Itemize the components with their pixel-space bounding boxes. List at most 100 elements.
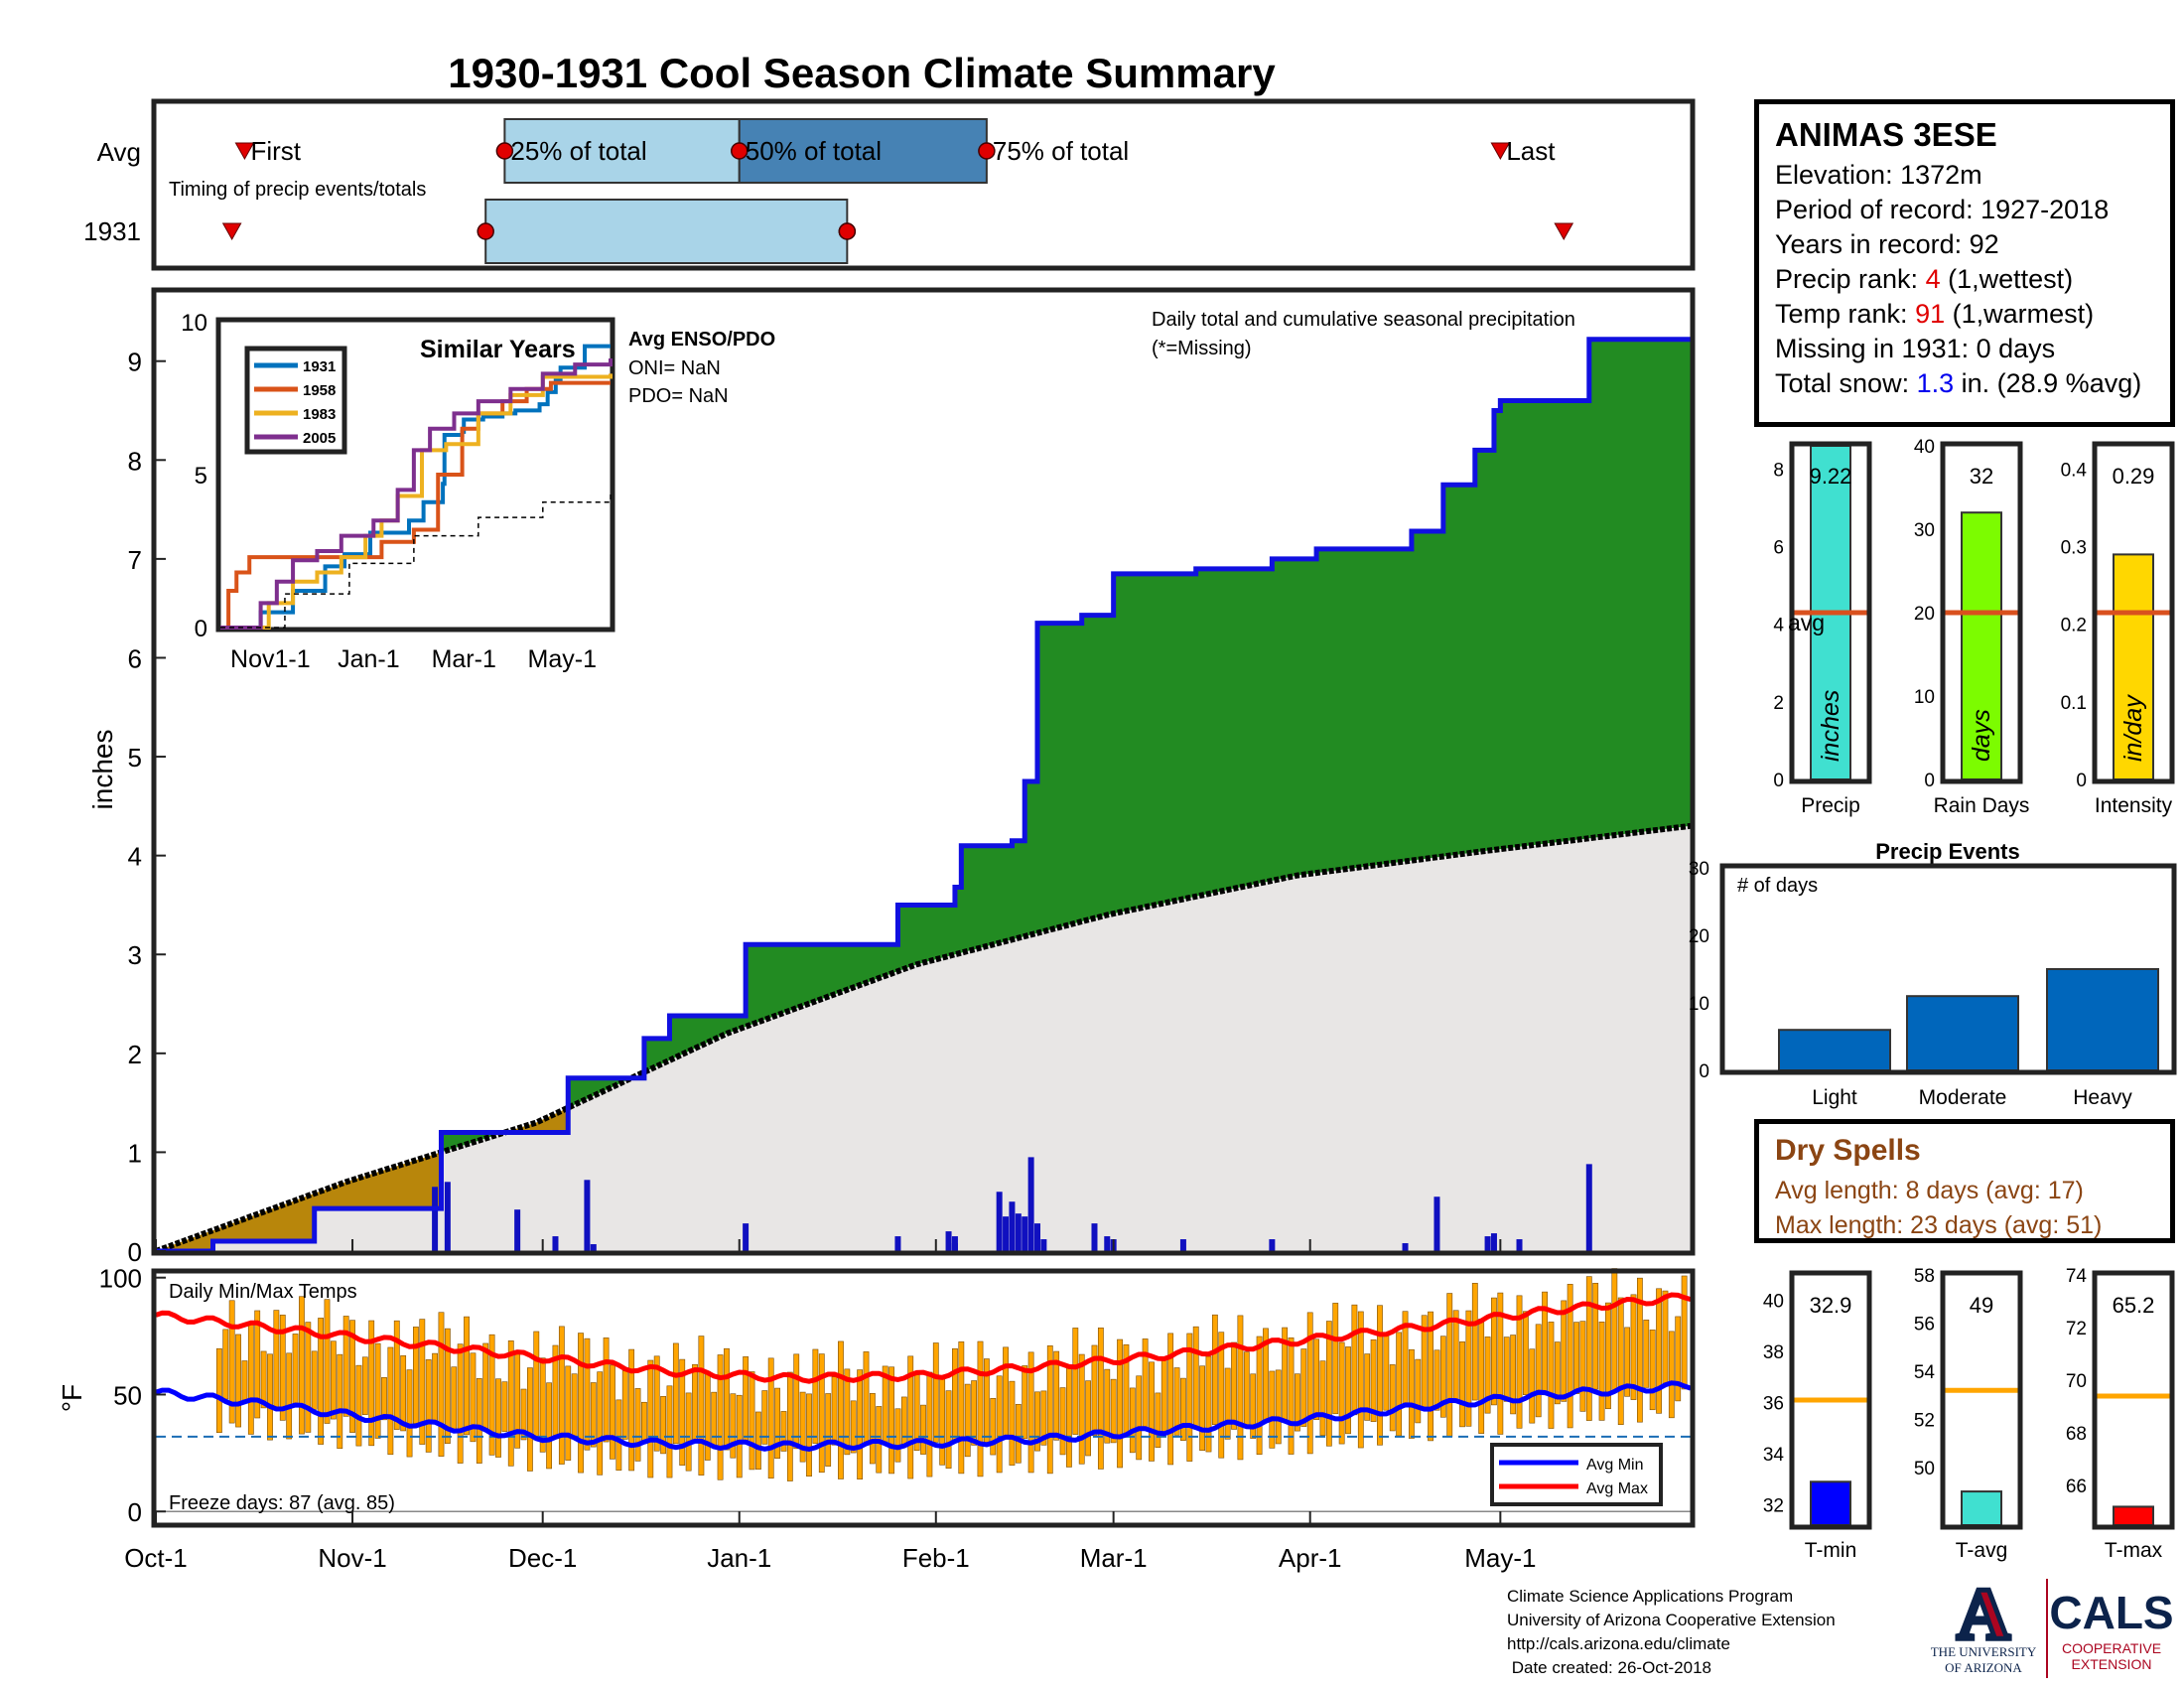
daily-temp-bar xyxy=(1345,1346,1351,1435)
daily-temp-bar xyxy=(1484,1336,1491,1414)
daily-temp-bar xyxy=(698,1336,705,1476)
daily-temp-bar xyxy=(1636,1277,1643,1423)
daily-temp-bar xyxy=(1598,1321,1605,1421)
daily-temp-bar xyxy=(863,1351,870,1446)
stat-ytick-label: 8 xyxy=(1773,460,1784,481)
daily-temp-bar xyxy=(1040,1390,1047,1446)
daily-temp-bar xyxy=(520,1388,527,1441)
stat-value-label: 9.22 xyxy=(1810,464,1852,489)
daily-temp-bar xyxy=(1396,1332,1403,1437)
daily-temp-bar xyxy=(1160,1359,1167,1433)
daily-temp-bar xyxy=(368,1320,375,1447)
daily-temp-bar xyxy=(1585,1276,1592,1421)
avg-cumulative-area xyxy=(156,825,1691,1251)
inset-xtick-label: Mar-1 xyxy=(432,645,496,673)
daily-temp-bar xyxy=(1306,1312,1313,1455)
daily-temp-bar xyxy=(330,1340,337,1420)
daily-temp-bar xyxy=(387,1346,394,1456)
daily-temp-bar xyxy=(660,1396,666,1455)
daily-temp-bar xyxy=(235,1334,241,1428)
daily-temp-bar xyxy=(1357,1311,1364,1449)
daily-temp-bar xyxy=(1503,1336,1510,1402)
daily-temp-bar xyxy=(273,1310,280,1410)
daily-temp-bar xyxy=(1573,1322,1579,1394)
events-ytick-label: 0 xyxy=(1699,1061,1709,1082)
daily-precip-bar xyxy=(743,1223,750,1251)
daily-temp-bar xyxy=(451,1366,458,1431)
daily-precip-bar xyxy=(1269,1239,1276,1251)
precip-chart: 0 1 2 3 4 5 6 7 8 9 inches Daily total and cumula… xyxy=(87,287,1696,1267)
ua-logo-line2: OF ARIZONA xyxy=(1945,1660,2022,1675)
inset-legend-label: 1983 xyxy=(303,406,336,423)
timing-q50-marker xyxy=(730,142,749,160)
daily-temp-bar xyxy=(1046,1345,1053,1475)
precip-ytick-label: 0 xyxy=(128,1237,142,1267)
daily-temp-bar xyxy=(318,1318,324,1445)
inset-ytick-label: 5 xyxy=(195,463,207,490)
cals-logo-line2: EXTENSION xyxy=(2072,1656,2152,1672)
daily-temp-bar xyxy=(977,1340,984,1477)
daily-temp-bar xyxy=(806,1393,812,1477)
daily-temp-bar xyxy=(869,1393,876,1465)
temps-legend xyxy=(1490,1443,1663,1506)
daily-temp-bar xyxy=(1439,1336,1446,1418)
daily-temp-bar xyxy=(958,1341,965,1475)
daily-precip-bar xyxy=(432,1187,439,1251)
events-title: Precip Events xyxy=(1875,839,2020,864)
footer: Climate Science Applications Program Uni… xyxy=(1507,1585,1836,1680)
inset-legend-label: 1958 xyxy=(303,382,336,399)
daily-temp-bar xyxy=(945,1390,952,1470)
temp-ytick-label: 0 xyxy=(128,1497,142,1527)
daily-temp-bar xyxy=(894,1408,901,1463)
daily-precip-bar xyxy=(1091,1223,1098,1251)
daily-precip-bar xyxy=(1033,1223,1040,1251)
daily-temp-bar xyxy=(292,1334,299,1407)
stat-ytick-label: 2 xyxy=(1773,693,1784,714)
daily-temp-bar xyxy=(1529,1348,1536,1424)
daily-temp-bar xyxy=(267,1353,273,1441)
daily-temp-bar xyxy=(1110,1378,1117,1444)
daily-temp-bar xyxy=(1155,1392,1161,1448)
daily-temp-bar xyxy=(990,1397,997,1456)
stat-ytick-label: 50 xyxy=(1914,1459,1935,1479)
daily-temp-bar xyxy=(1471,1283,1478,1401)
daily-temp-bar xyxy=(1491,1297,1497,1406)
daily-temp-bar xyxy=(228,1300,235,1424)
daily-temp-bar xyxy=(355,1364,362,1447)
daily-temp-bar xyxy=(597,1371,604,1476)
dry-spells-title: Dry Spells xyxy=(1775,1134,1921,1167)
timing-last-marker xyxy=(1490,142,1511,161)
daily-temp-bar xyxy=(1325,1321,1332,1447)
above-avg-area xyxy=(441,339,1691,1153)
daily-temp-bar xyxy=(488,1334,495,1456)
daily-temp-bar xyxy=(653,1355,660,1452)
daily-temp-bar xyxy=(1415,1358,1422,1424)
enso-pdo: PDO= NaN xyxy=(628,385,729,407)
daily-temp-bar xyxy=(850,1400,857,1454)
daily-temp-bar xyxy=(578,1333,584,1474)
stat-panel-frame xyxy=(2092,1270,2175,1530)
ua-logo: A THE UNIVERSITY OF ARIZONA xyxy=(1931,1572,2037,1676)
daily-temp-bar xyxy=(774,1387,780,1459)
daily-temp-bar xyxy=(952,1347,958,1441)
daily-temp-bar xyxy=(1149,1361,1155,1462)
daily-precip-bar xyxy=(1003,1216,1010,1251)
daily-temp-bar xyxy=(1364,1353,1371,1421)
daily-temp-bar xyxy=(603,1337,610,1443)
daily-temp-bar xyxy=(1561,1300,1568,1402)
precip-rank-note: (1,wettest) xyxy=(1940,264,2074,294)
daily-temp-bar xyxy=(1510,1335,1517,1415)
daily-temp-bar xyxy=(717,1354,724,1480)
daily-precip-bar xyxy=(1022,1216,1028,1251)
daily-temp-bar xyxy=(286,1352,293,1440)
stat-value-label: 32 xyxy=(1970,464,1993,489)
month-tick-label: May-1 xyxy=(1464,1543,1536,1573)
daily-temp-bar xyxy=(1446,1293,1453,1437)
station-info: ANIMAS 3ESE Elevation: 1372m Period of r… xyxy=(1754,99,2175,427)
daily-temp-bar xyxy=(1059,1387,1066,1456)
temp-ytick-label: 50 xyxy=(113,1380,142,1410)
daily-temp-bar xyxy=(1199,1365,1205,1451)
daily-temp-bar xyxy=(812,1348,819,1444)
daily-temp-bar xyxy=(1338,1341,1345,1445)
